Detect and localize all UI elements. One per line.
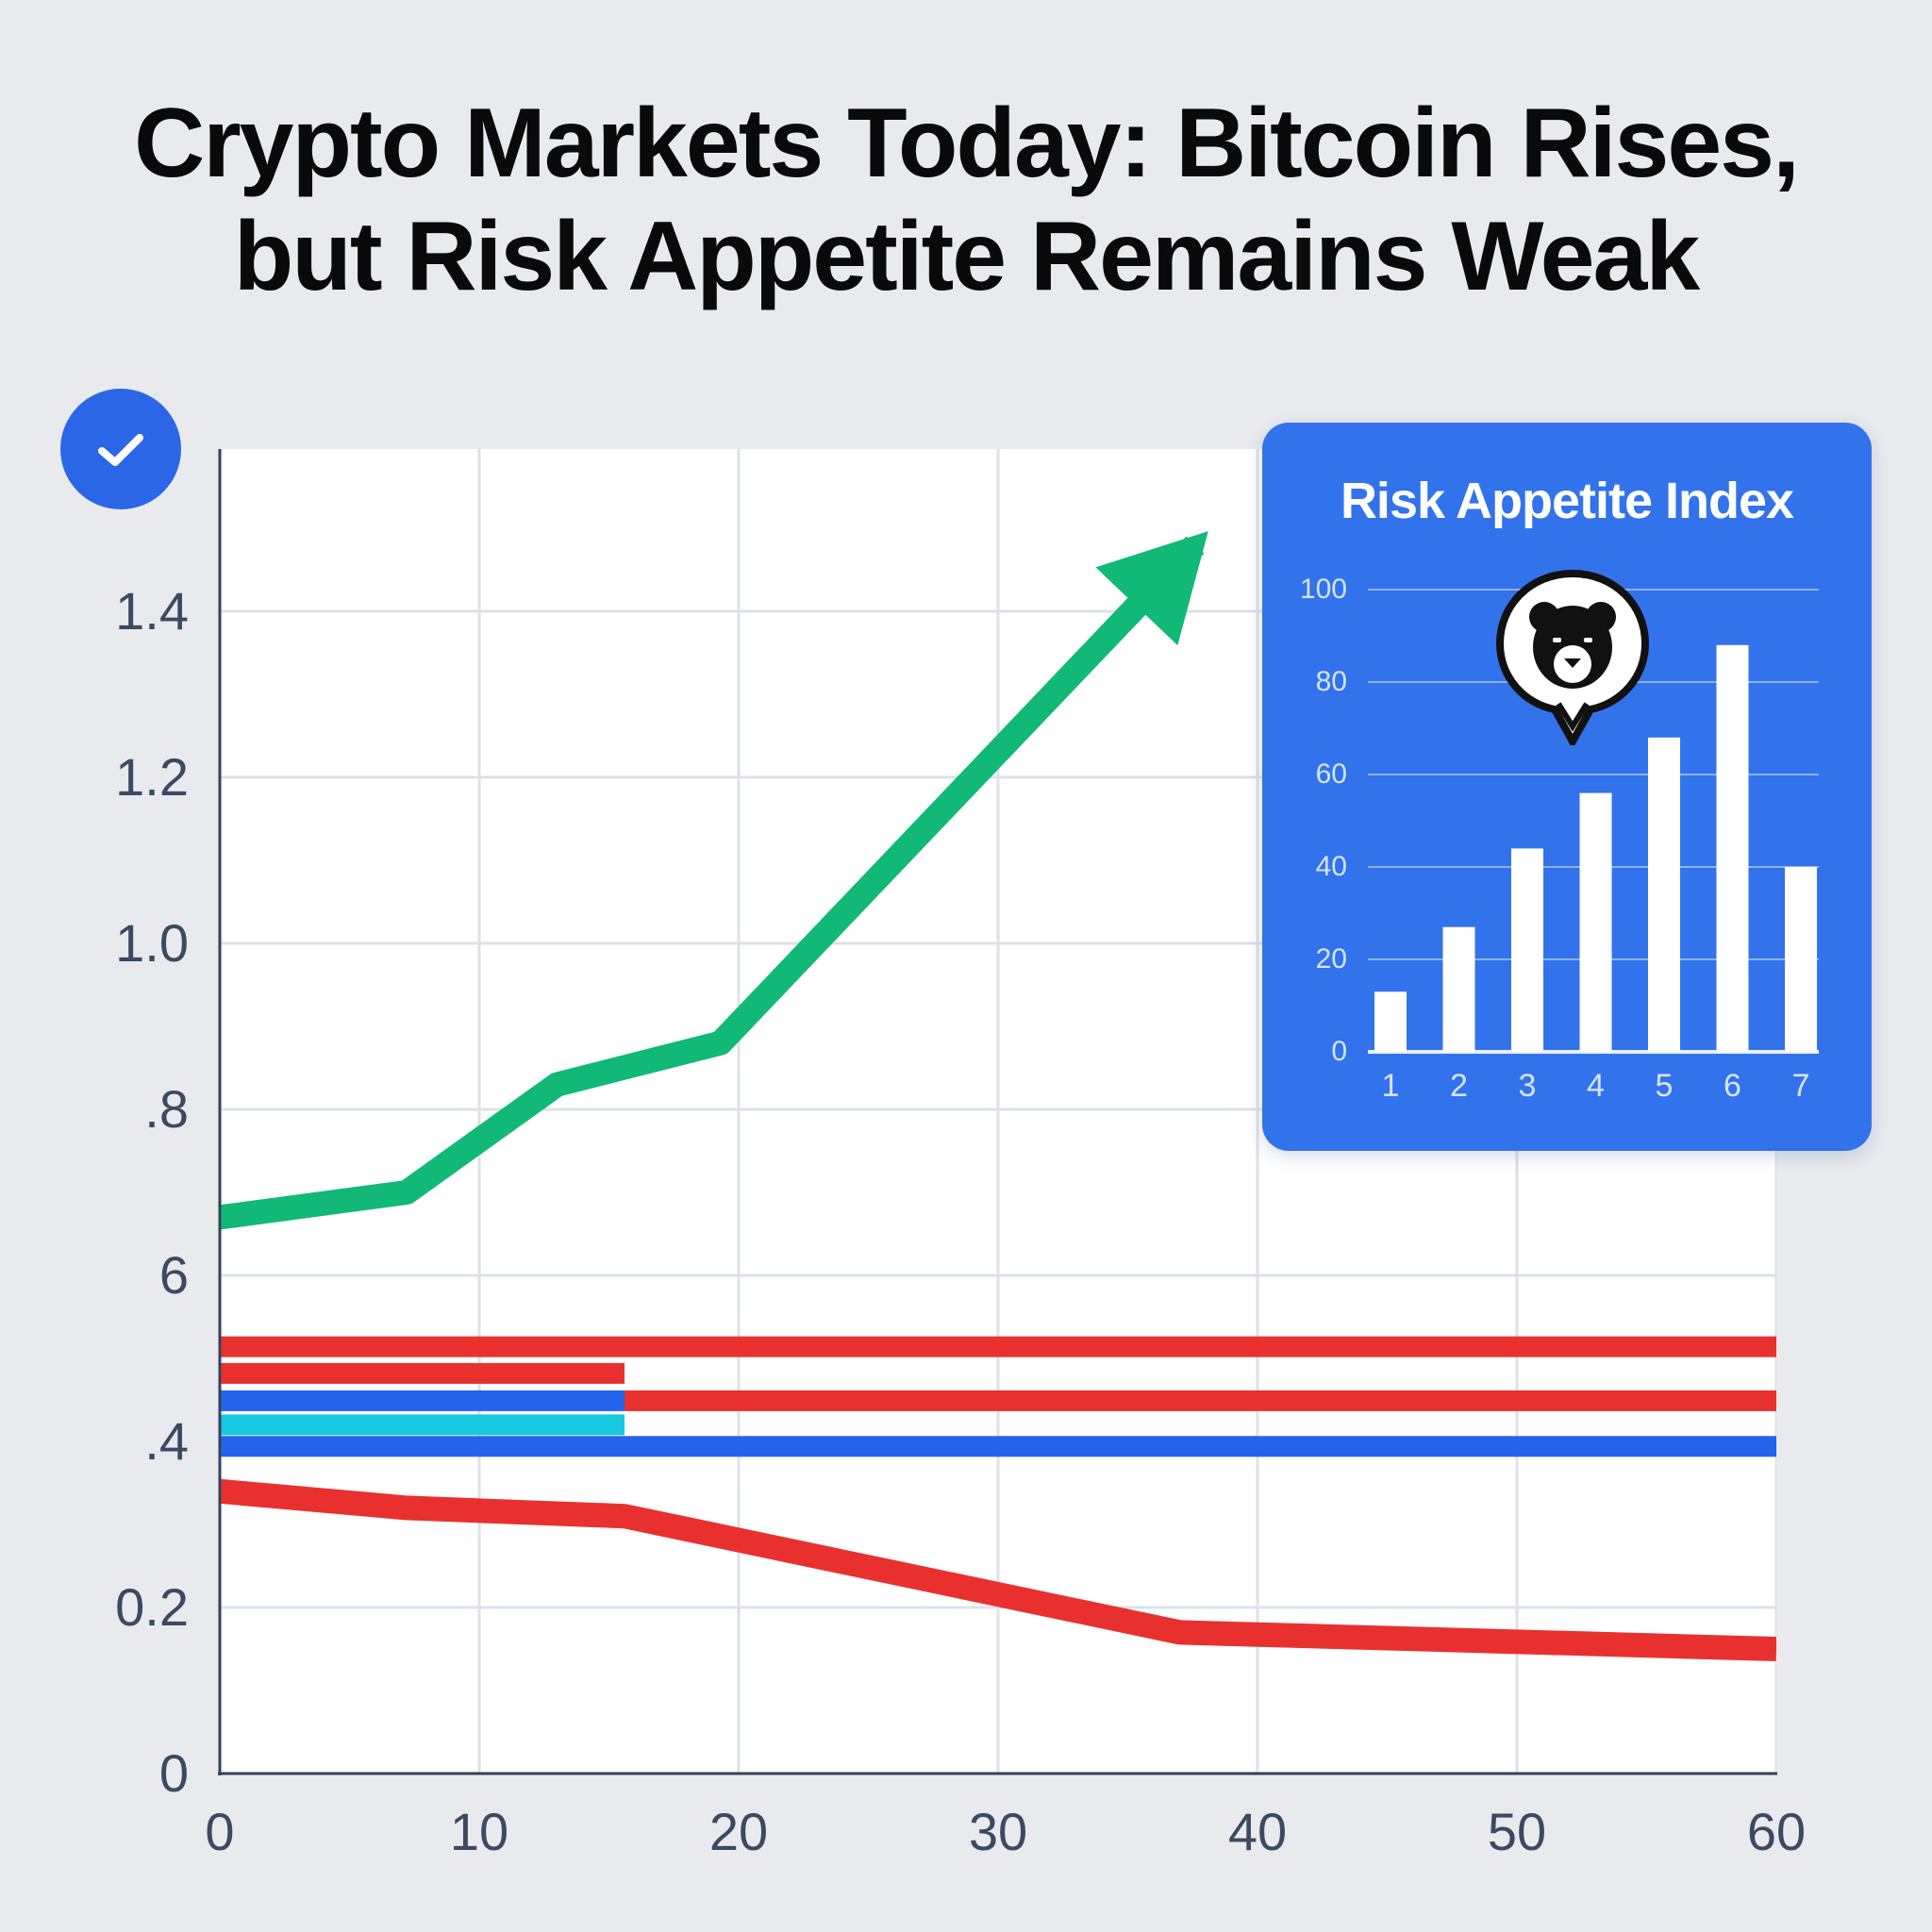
y-tick-label: 0.2 [115, 1577, 189, 1637]
inset-bar-chart [1368, 589, 1819, 1054]
risk-appetite-inset: Risk Appetite Index 100 80 60 40 20 0 1 2 3 4 5 6 7 [1262, 423, 1872, 1151]
inset-y-tick-label: 40 [1315, 851, 1347, 882]
x-tick-label: 0 [205, 1802, 235, 1861]
y-tick-label: 6 [158, 1245, 189, 1305]
x-tick-label: 10 [449, 1802, 509, 1861]
inset-y-tick-label: 0 [1331, 1036, 1347, 1067]
series-line [220, 1478, 1776, 1661]
inset-x-tick-label: 5 [1655, 1068, 1674, 1104]
y-tick-label: 1.2 [115, 747, 189, 807]
inset-y-tick-label: 100 [1299, 574, 1347, 605]
check-icon [98, 434, 143, 466]
x-tick-label: 30 [968, 1802, 1028, 1861]
headline-line-2: but Risk Appetite Remains Weak [233, 202, 1700, 311]
inset-bar [1511, 848, 1543, 1052]
main-chart-svg [220, 449, 1776, 1774]
headline-line-1: Crypto Markets Today: Bitcoin Rises, [134, 89, 1800, 198]
check-badge [60, 389, 181, 509]
x-tick-label: 60 [1746, 1802, 1807, 1861]
headline: Crypto Markets Today: Bitcoin Rises, but… [0, 87, 1932, 313]
inset-y-tick-label: 80 [1315, 666, 1347, 697]
bear-icon [1495, 569, 1650, 745]
inset-title: Risk Appetite Index [1340, 473, 1794, 529]
inset-x-tick-label: 2 [1450, 1068, 1468, 1104]
inset-x-tick-label: 6 [1724, 1068, 1741, 1104]
inset-x-tick-label: 7 [1791, 1068, 1810, 1104]
y-tick-label: 1.4 [115, 581, 189, 641]
arrowhead-icon [1095, 531, 1208, 646]
x-tick-label: 50 [1487, 1802, 1547, 1861]
x-tick-label: 40 [1227, 1802, 1288, 1861]
y-tick-label: 1.0 [115, 913, 189, 973]
inset-x-tick-label: 1 [1381, 1068, 1400, 1104]
y-tick-label: 0 [158, 1743, 189, 1803]
inset-bar [1374, 991, 1407, 1052]
y-tick-label: .4 [144, 1411, 189, 1471]
inset-y-tick-label: 20 [1315, 943, 1347, 974]
inset-bar [1579, 792, 1612, 1052]
inset-bar [1442, 926, 1475, 1052]
y-tick-label: .8 [144, 1079, 189, 1139]
inset-x-tick-label: 3 [1518, 1068, 1537, 1104]
inset-x-tick-label: 4 [1587, 1068, 1605, 1104]
inset-bar [1716, 644, 1749, 1052]
series-line [220, 536, 1205, 1230]
inset-y-tick-label: 60 [1315, 758, 1347, 790]
inset-bar [1648, 737, 1680, 1052]
x-tick-label: 20 [708, 1802, 769, 1861]
inset-bar [1785, 867, 1817, 1052]
